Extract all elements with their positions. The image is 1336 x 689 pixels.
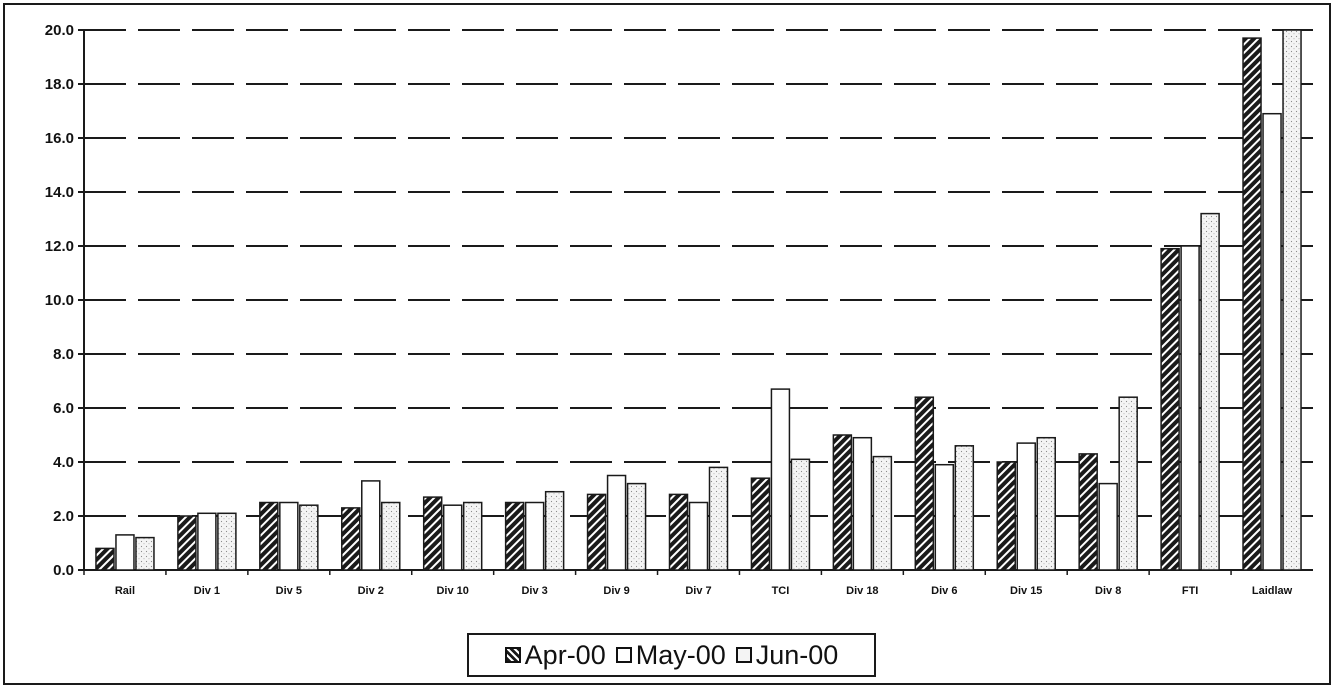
legend-item-apr: Apr-00 <box>504 639 606 671</box>
bar-jun-00-div-15 <box>1036 436 1056 571</box>
x-category-label: Rail <box>115 585 135 597</box>
bar-jun-00-tci <box>790 458 811 571</box>
bar-jun-00-div-5 <box>299 504 319 571</box>
x-category-label: TCI <box>772 585 790 597</box>
bar-may-00-div-10 <box>442 504 463 571</box>
bar-apr-00-div-3 <box>504 501 525 571</box>
bar-may-00-div-3 <box>524 501 545 571</box>
legend-label: Apr-00 <box>524 639 606 670</box>
bar-apr-00-div-5 <box>259 501 279 571</box>
bar-apr-00-div-8 <box>1078 453 1098 571</box>
bar-apr-00-rail <box>95 547 115 571</box>
bar-jun-00-div-1 <box>217 512 237 571</box>
bar-may-00-rail <box>115 534 135 571</box>
bar-apr-00-laidlaw <box>1242 37 1262 571</box>
x-category-label: FTI <box>1182 585 1199 597</box>
y-tick-label: 2.0 <box>53 508 74 525</box>
bar-may-00-div-6 <box>934 463 955 571</box>
bar-jun-00-div-2 <box>381 501 401 571</box>
bar-may-00-div-7 <box>688 501 709 571</box>
x-category-label: Div 2 <box>358 585 384 597</box>
bar-apr-00-fti <box>1160 247 1180 571</box>
bar-jun-00-div-18 <box>872 455 893 571</box>
x-category-label: Div 7 <box>685 585 711 597</box>
bar-jun-00-fti <box>1200 212 1220 571</box>
bar-apr-00-div-18 <box>832 434 853 571</box>
legend-swatch-dotted <box>735 647 752 663</box>
x-category-label: Div 18 <box>846 585 878 597</box>
x-category-label: Div 9 <box>603 585 629 597</box>
bar-may-00-div-9 <box>606 474 627 571</box>
y-tick-label: 4.0 <box>53 454 74 471</box>
bar-jun-00-div-3 <box>544 490 565 571</box>
bar-apr-00-div-1 <box>177 515 197 571</box>
bar-jun-00-div-6 <box>954 445 975 571</box>
bar-apr-00-div-10 <box>422 496 443 571</box>
bar-jun-00-div-9 <box>626 482 647 571</box>
legend-item-jun: Jun-00 <box>735 639 839 671</box>
y-tick-label: 0.0 <box>53 562 74 579</box>
bar-apr-00-div-7 <box>668 493 689 571</box>
chart-frame <box>3 3 1331 685</box>
legend-swatch-white <box>615 647 632 663</box>
x-category-label: Laidlaw <box>1252 585 1293 597</box>
bar-may-00-tci <box>770 388 791 571</box>
x-category-label: Div 8 <box>1095 585 1121 597</box>
y-tick-label: 12.0 <box>45 238 74 255</box>
bar-jun-00-laidlaw <box>1282 29 1302 571</box>
bar-may-00-div-2 <box>361 480 381 571</box>
bar-may-00-div-15 <box>1016 442 1036 571</box>
bar-may-00-div-18 <box>852 436 873 571</box>
y-tick-label: 16.0 <box>45 130 74 147</box>
x-category-label: Div 15 <box>1010 585 1042 597</box>
bar-jun-00-rail <box>135 536 155 571</box>
bar-may-00-fti <box>1180 245 1200 571</box>
bar-may-00-laidlaw <box>1262 112 1282 571</box>
y-tick-label: 20.0 <box>45 22 74 39</box>
legend-swatch-hatched <box>504 647 521 663</box>
legend-label: May-00 <box>635 639 726 670</box>
bar-apr-00-div-2 <box>341 507 361 571</box>
axis-labels: 0.0 2.0 4.0 6.0 8.0 10.0 12.0 14.0 16.0 18.0 20.0 R… <box>45 22 1293 597</box>
bar-jun-00-div-10 <box>462 501 483 571</box>
bar-apr-00-div-6 <box>914 396 935 571</box>
y-tick-label: 14.0 <box>45 184 74 201</box>
x-category-label: Div 10 <box>436 585 468 597</box>
bar-jun-00-div-7 <box>708 466 729 571</box>
chart-legend: Apr-00 May-00 Jun-00 <box>467 633 876 677</box>
y-tick-label: 6.0 <box>53 400 74 417</box>
bars <box>95 29 1302 571</box>
bar-may-00-div-8 <box>1098 482 1118 571</box>
bar-jun-00-div-8 <box>1118 396 1138 571</box>
x-category-label: Div 6 <box>931 585 957 597</box>
bar-may-00-div-5 <box>279 501 299 571</box>
bar-apr-00-div-9 <box>586 493 607 571</box>
legend-item-may: May-00 <box>615 639 726 671</box>
x-category-label: Div 5 <box>276 585 302 597</box>
bar-apr-00-div-15 <box>996 461 1016 571</box>
legend-label: Jun-00 <box>755 639 839 670</box>
y-tick-label: 18.0 <box>45 76 74 93</box>
y-tick-label: 10.0 <box>45 292 74 309</box>
bar-may-00-div-1 <box>197 512 217 571</box>
y-tick-label: 8.0 <box>53 346 74 363</box>
bar-apr-00-tci <box>750 477 771 571</box>
x-category-label: Div 3 <box>521 585 547 597</box>
x-category-label: Div 1 <box>194 585 220 597</box>
